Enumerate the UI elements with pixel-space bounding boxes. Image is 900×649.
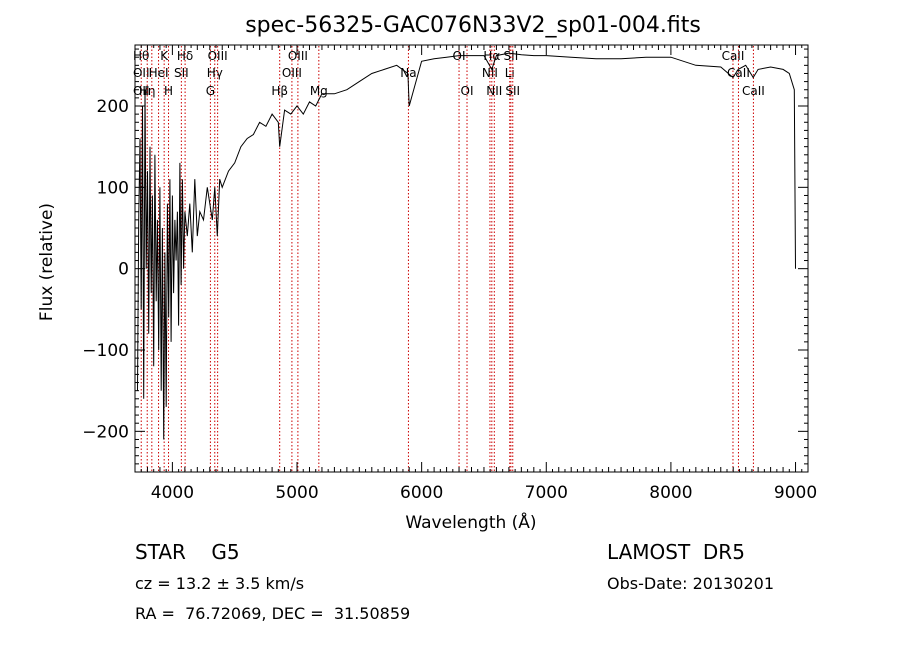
line-marker-label: SII — [505, 84, 520, 98]
line-marker-label: H — [164, 84, 173, 98]
line-marker-label: OIII — [282, 66, 302, 80]
y-tick-label: 200 — [97, 97, 129, 117]
chart-title: spec-56325-GAC076N33V2_sp01-004.fits — [245, 13, 701, 38]
axis-ticks: 4000 5000 6000 7000 8000 9000 −200 −100 0 100 200 — [82, 45, 817, 503]
line-marker-label: NII — [486, 84, 502, 98]
x-tick-label: 7000 — [525, 483, 568, 503]
line-marker-label: K — [160, 49, 169, 63]
object-class: STAR G5 — [135, 540, 240, 564]
coordinates: RA = 76.72069, DEC = 31.50859 — [135, 604, 411, 623]
line-marker-label: Hα — [483, 49, 500, 63]
y-tick-label: −100 — [82, 341, 129, 361]
line-marker-label: Li — [505, 66, 515, 80]
line-marker-label: Hβ — [271, 84, 288, 98]
x-tick-label: 6000 — [400, 483, 443, 503]
x-axis-label: Wavelength (Å) — [405, 511, 536, 533]
line-marker-label: Hγ — [207, 66, 223, 80]
x-tick-label: 4000 — [151, 483, 194, 503]
line-marker-label: OIII — [288, 49, 308, 63]
line-marker-label: Na — [400, 66, 416, 80]
y-tick-label: −200 — [82, 422, 129, 442]
y-tick-label: 0 — [118, 260, 129, 280]
line-marker-label: CaII — [722, 49, 745, 63]
line-marker-label: Hθ — [133, 49, 149, 63]
survey-name: LAMOST DR5 — [607, 540, 745, 564]
line-marker-label: OI — [461, 84, 474, 98]
plot-frame — [134, 44, 809, 473]
y-axis-label: Flux (relative) — [37, 203, 57, 321]
line-marker-label: OIII — [208, 49, 228, 63]
line-marker-label: SII — [174, 66, 189, 80]
line-marker-label: HeI — [149, 66, 169, 80]
line-marker-label: NII — [482, 66, 498, 80]
line-marker-label: OII — [133, 66, 150, 80]
y-tick-label: 100 — [97, 178, 129, 198]
line-markers: HθOIIOIIHηHeIKHSIIHδGHγOIIIHβOIIIOIIIMgN… — [133, 46, 765, 471]
spectrum-series-line — [137, 52, 796, 440]
line-marker-label: Hη — [139, 84, 156, 98]
line-marker-label: G — [206, 84, 215, 98]
line-marker-label: Hδ — [177, 49, 193, 63]
x-tick-label: 9000 — [774, 483, 817, 503]
line-marker-label: Mg — [310, 84, 328, 98]
line-marker-label: CaII — [742, 84, 765, 98]
line-marker-label: SII — [504, 49, 519, 63]
x-tick-label: 8000 — [649, 483, 692, 503]
redshift-info: cz = 13.2 ± 3.5 km/s — [135, 574, 305, 593]
observation-date: Obs-Date: 20130201 — [607, 574, 775, 593]
x-tick-label: 5000 — [275, 483, 318, 503]
line-marker-label: CaII — [727, 66, 750, 80]
